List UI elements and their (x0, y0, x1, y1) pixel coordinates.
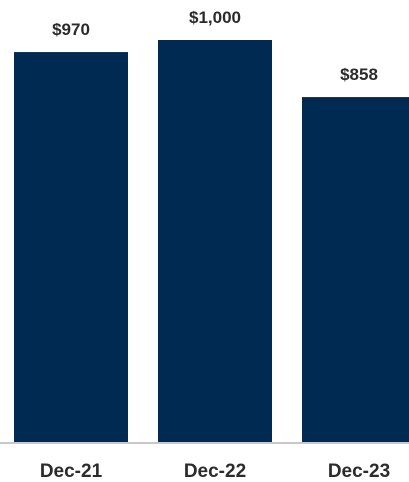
value-labels-group: $970 $1,000 $858 (52, 8, 378, 84)
category-label-dec-21: Dec-21 (40, 461, 103, 482)
bar-dec-21 (14, 52, 128, 443)
category-label-dec-23: Dec-23 (328, 461, 390, 482)
data-label-dec-22: $1,000 (189, 8, 241, 27)
data-label-dec-21: $970 (52, 20, 90, 39)
bar-dec-23 (302, 97, 409, 443)
data-label-dec-23: $858 (340, 65, 378, 84)
bars-group (14, 40, 409, 443)
category-labels-group: Dec-21 Dec-22 Dec-23 (40, 461, 390, 482)
category-label-dec-22: Dec-22 (184, 461, 246, 482)
bar-dec-22 (158, 40, 272, 442)
